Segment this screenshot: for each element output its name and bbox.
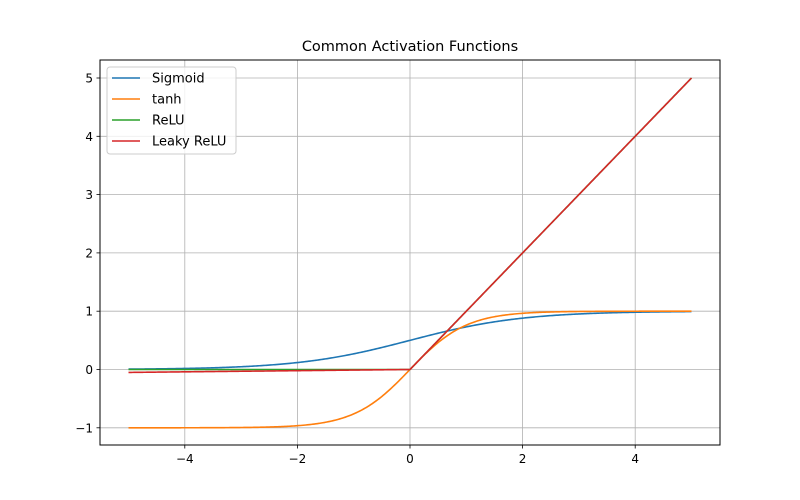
- y-tick-label: 4: [85, 130, 93, 144]
- y-axis: −1 0 1 2 3 4 5: [75, 72, 100, 435]
- y-tick-label: 2: [85, 246, 93, 260]
- x-tick-label: 4: [631, 452, 639, 466]
- legend-box: [106, 66, 237, 155]
- legend-label: tanh: [152, 93, 182, 108]
- x-axis: −4 −2 0 2 4: [176, 445, 639, 466]
- y-tick-label: 1: [85, 305, 93, 319]
- series-leaky-relu: [128, 77, 693, 374]
- legend-label: Leaky ReLU: [152, 135, 226, 150]
- y-tick-label: 3: [85, 188, 93, 202]
- legend: Sigmoid tanh ReLU Leaky ReLU: [106, 66, 237, 155]
- x-tick-label: 0: [406, 452, 414, 466]
- x-tick-label: −2: [289, 452, 307, 466]
- y-tick-label: 5: [85, 72, 93, 86]
- x-tick-label: 2: [519, 452, 527, 466]
- y-tick-label: 0: [85, 363, 93, 377]
- chart-title: Common Activation Functions: [302, 39, 518, 55]
- series-sigmoid: [128, 310, 692, 370]
- x-tick-label: −4: [176, 452, 194, 466]
- plot-area: [128, 77, 693, 429]
- y-tick-label: −1: [75, 421, 93, 435]
- legend-label: ReLU: [152, 114, 185, 129]
- legend-label: Sigmoid: [152, 72, 205, 87]
